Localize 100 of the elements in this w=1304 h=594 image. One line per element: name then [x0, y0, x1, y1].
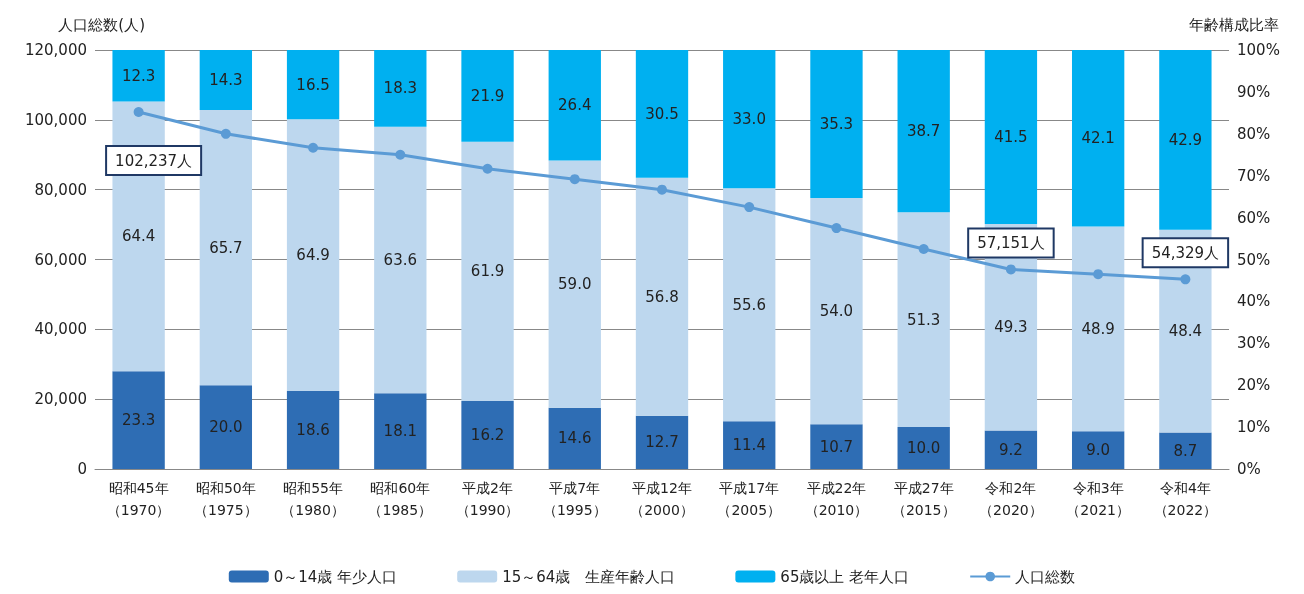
data-label: 102,237人: [115, 151, 193, 170]
data-label: 12.3: [121, 66, 156, 85]
y-tick-label: 120,000: [24, 41, 87, 59]
bar: [461, 141, 514, 402]
data-label: 11.4: [732, 436, 766, 455]
x-tick-label: 平成17年（2005）: [717, 480, 782, 518]
bar: [112, 371, 165, 469]
data-label: 30.5: [645, 104, 679, 123]
bar: [199, 50, 253, 110]
legend-label: 人口総数: [1015, 567, 1076, 586]
data-label: 9.0: [1086, 441, 1111, 460]
bar: [461, 50, 514, 142]
data-label: 16.2: [470, 426, 505, 445]
point: [657, 184, 667, 195]
point: [918, 244, 929, 255]
x-tick-label: 昭和45年（1970）: [106, 480, 171, 518]
data-label: 54.0: [819, 302, 854, 321]
point: [220, 128, 231, 139]
data-label: 64.4: [121, 227, 156, 246]
data-label: 26.4: [558, 96, 592, 115]
data-label: 65.7: [209, 238, 243, 257]
bar: [984, 50, 1038, 224]
y-tick-label: 0: [77, 460, 87, 478]
legend-label: 15～64歳 生産年齢人口: [502, 567, 676, 586]
point: [1005, 264, 1016, 275]
bar: [548, 407, 601, 469]
data-label: 64.9: [296, 246, 330, 265]
bar: [984, 430, 1038, 469]
data-label: 41.5: [994, 127, 1028, 146]
x-tick-label: 昭和55年（1980）: [281, 480, 345, 518]
data-label: 48.4: [1168, 322, 1203, 341]
bar: [112, 50, 165, 102]
bar: [199, 385, 253, 469]
data-label: 49.3: [994, 318, 1028, 337]
y2-axis-title: 年齢構成比率: [1189, 15, 1279, 34]
bar: [810, 197, 863, 425]
y2-tick-label: 100%: [1237, 41, 1280, 59]
data-label: 21.9: [470, 86, 505, 105]
data-label: 35.3: [819, 114, 854, 133]
x-tick-label: 平成7年（1995）: [542, 480, 607, 518]
point: [133, 107, 144, 118]
point: [1180, 274, 1191, 285]
bar: [897, 50, 950, 213]
data-label: 10.0: [906, 439, 941, 458]
y2-tick-label: 90%: [1237, 82, 1271, 101]
x-tick-label: 平成22年（2010）: [804, 480, 869, 518]
y-tick-label: 80,000: [34, 180, 87, 199]
x-tick-label: 昭和50年（1975）: [194, 480, 258, 518]
point: [569, 174, 580, 185]
bar: [286, 391, 340, 469]
y-axis-title: 人口総数(人): [58, 15, 145, 34]
data-label: 20.0: [209, 418, 243, 437]
bar: [810, 424, 863, 469]
data-label: 9.2: [998, 440, 1023, 459]
bar: [286, 119, 340, 392]
bar: [635, 177, 689, 416]
data-label: 14.3: [209, 70, 243, 89]
bar: [374, 50, 427, 127]
bar: [199, 109, 253, 386]
data-label: 12.7: [645, 433, 679, 452]
data-label: 16.5: [296, 75, 330, 94]
bar: [1159, 50, 1212, 230]
data-label: 56.8: [645, 287, 679, 306]
x-tick-label: 令和3年（2021）: [1066, 480, 1130, 518]
data-label: 42.9: [1168, 130, 1203, 149]
data-label: 54,329人: [1151, 243, 1220, 262]
bar: [723, 188, 776, 422]
data-label: 33.0: [732, 110, 766, 129]
bar: [1159, 432, 1212, 469]
bar: [374, 393, 427, 469]
y2-tick-label: 0%: [1237, 460, 1261, 478]
bar: [548, 50, 601, 161]
y-tick-label: 60,000: [34, 250, 87, 269]
point: [831, 223, 842, 234]
x-tick-label: 平成27年（2015）: [891, 480, 956, 518]
point: [395, 149, 406, 160]
bar: [286, 50, 340, 120]
data-label: 18.3: [383, 79, 418, 98]
bar: [461, 401, 514, 469]
y2-tick-label: 70%: [1237, 166, 1271, 185]
data-label: 48.9: [1081, 319, 1115, 338]
point: [308, 142, 319, 153]
y2-tick-label: 80%: [1237, 124, 1271, 143]
y-tick-label: 40,000: [34, 320, 87, 339]
data-label: 8.7: [1173, 441, 1198, 460]
data-label: 10.7: [819, 437, 854, 456]
x-tick-label: 令和4年（2022）: [1153, 480, 1218, 518]
y2-tick-label: 60%: [1237, 208, 1271, 227]
data-label: 14.6: [558, 429, 592, 448]
data-label: 59.0: [558, 275, 592, 294]
data-label: 18.1: [383, 422, 418, 441]
bar: [635, 415, 689, 469]
point: [482, 163, 493, 174]
y-tick-label: 20,000: [34, 390, 87, 409]
y-tick-label: 100,000: [24, 110, 87, 129]
legend-label: 65歳以上 老年人口: [780, 567, 910, 586]
point: [1093, 269, 1104, 280]
x-tick-label: 昭和60年（1985）: [368, 480, 433, 518]
legend-label: 0～14歳 年少人口: [273, 567, 398, 586]
x-tick-label: 平成12年（2000）: [630, 480, 694, 518]
